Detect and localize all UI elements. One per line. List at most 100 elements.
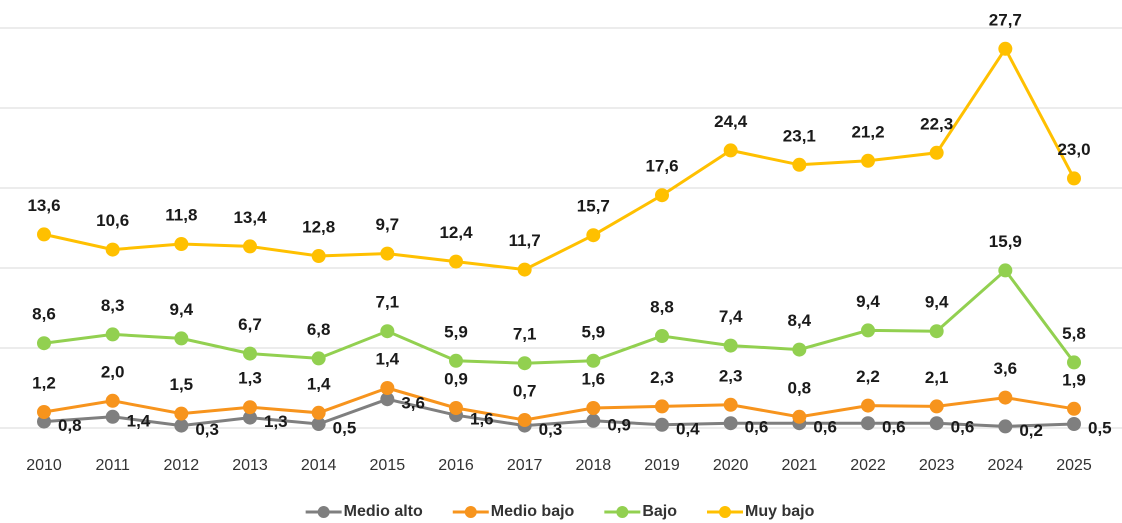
point — [174, 237, 189, 251]
point — [517, 262, 532, 277]
point — [311, 351, 326, 366]
data-label: 0,6 — [882, 418, 906, 437]
point — [998, 419, 1013, 434]
point — [586, 353, 601, 368]
legend-marker — [317, 506, 330, 518]
point — [380, 324, 395, 339]
point — [723, 143, 738, 158]
data-label: 5,9 — [582, 322, 606, 341]
data-label: 0,5 — [333, 418, 357, 437]
x-tick-label: 2014 — [301, 457, 337, 474]
point — [243, 346, 257, 361]
point — [655, 329, 669, 343]
x-tick-label: 2012 — [164, 457, 200, 474]
point — [380, 246, 395, 261]
point — [449, 353, 463, 368]
data-label: 5,8 — [1062, 324, 1086, 343]
data-label: 1,3 — [238, 369, 262, 388]
point — [929, 145, 944, 160]
data-label: 3,6 — [401, 394, 425, 413]
data-label: 0,8 — [788, 378, 812, 397]
x-tick-label: 2016 — [438, 457, 474, 474]
data-label: 1,4 — [376, 349, 400, 368]
x-tick-label: 2013 — [232, 457, 268, 474]
point — [723, 338, 738, 353]
point — [586, 413, 601, 428]
data-label: 9,4 — [170, 300, 194, 319]
data-label: 0,4 — [676, 419, 700, 438]
point — [380, 392, 395, 407]
series-line — [43, 397, 1075, 428]
data-label: 12,8 — [302, 217, 335, 236]
data-label: 2,3 — [650, 368, 674, 387]
data-label: 2,1 — [925, 368, 949, 387]
data-label: 0,8 — [58, 416, 82, 435]
x-tick-label: 2010 — [26, 457, 62, 474]
data-label: 21,2 — [851, 122, 884, 141]
point — [929, 399, 944, 414]
data-label: 1,2 — [32, 373, 56, 392]
point — [243, 400, 257, 415]
data-label: 23,1 — [783, 126, 816, 145]
legend-marker — [719, 506, 731, 518]
point — [586, 401, 601, 415]
data-label: 11,8 — [165, 205, 197, 224]
point — [655, 417, 669, 432]
data-label: 13,4 — [233, 208, 267, 227]
data-label: 11,7 — [509, 231, 541, 250]
x-tick-label: 2019 — [644, 457, 680, 474]
series-line — [43, 45, 1076, 272]
series-line — [43, 386, 1075, 422]
point — [929, 416, 944, 431]
data-label: 0,9 — [607, 415, 631, 434]
point — [655, 399, 669, 414]
point — [792, 342, 807, 357]
data-label: 7,1 — [376, 293, 400, 312]
data-label: 1,4 — [307, 374, 331, 393]
point — [37, 336, 51, 351]
x-tick-label: 2018 — [576, 457, 612, 474]
data-label: 0,6 — [813, 418, 837, 437]
point — [449, 254, 463, 269]
legend-label: Muy bajo — [745, 503, 815, 520]
data-label: 0,3 — [539, 420, 563, 439]
point — [998, 263, 1013, 278]
point — [243, 410, 257, 425]
data-label: 7,1 — [513, 325, 537, 344]
point — [861, 153, 875, 168]
data-label: 8,6 — [32, 305, 56, 324]
point — [37, 227, 51, 242]
point — [380, 381, 395, 395]
legend-label: Medio alto — [344, 503, 423, 520]
legend-marker — [464, 506, 477, 518]
data-label: 1,9 — [1062, 370, 1086, 389]
point — [37, 414, 51, 429]
data-label: 10,6 — [96, 211, 129, 230]
x-tick-label: 2017 — [507, 457, 543, 474]
x-tick-label: 2023 — [919, 457, 955, 474]
point — [1067, 171, 1081, 186]
data-label: 7,4 — [719, 307, 743, 326]
point — [1067, 417, 1081, 431]
data-label: 15,7 — [577, 197, 610, 216]
data-label: 8,8 — [650, 297, 674, 316]
data-label: 9,4 — [856, 292, 880, 311]
x-tick-label: 2025 — [1056, 457, 1092, 474]
point — [861, 323, 875, 338]
legend-marker — [616, 506, 629, 518]
data-label: 9,7 — [376, 215, 400, 234]
point — [105, 393, 120, 408]
data-label: 6,8 — [307, 320, 331, 339]
data-label: 1,5 — [170, 375, 194, 394]
point — [449, 401, 463, 415]
data-label: 0,2 — [1019, 421, 1043, 440]
point — [861, 398, 875, 413]
point — [1067, 401, 1081, 416]
point — [311, 417, 326, 431]
legend-label: Bajo — [642, 503, 677, 520]
x-tick-label: 2011 — [95, 457, 130, 474]
data-label: 13,6 — [27, 196, 60, 215]
data-label: 3,6 — [994, 359, 1018, 378]
point — [243, 239, 257, 254]
